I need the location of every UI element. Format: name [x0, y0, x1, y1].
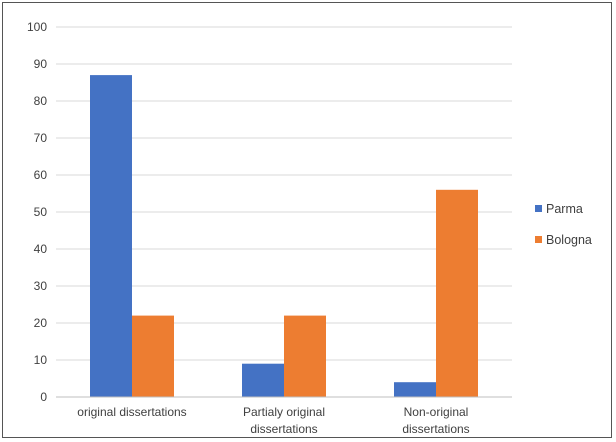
x-category-label: Partialy original: [243, 405, 325, 419]
bar-bologna-2: [436, 189, 478, 397]
y-tick-label: 40: [34, 242, 48, 256]
x-category-label: dissertations: [402, 422, 469, 436]
y-tick-label: 100: [27, 20, 47, 34]
x-category-label: dissertations: [250, 422, 317, 436]
bar-parma-2: [394, 382, 436, 397]
y-tick-label: 30: [34, 279, 48, 293]
x-category-label: original dissertations: [77, 405, 186, 419]
y-axis-ticks: 0 10 20 30 40 50 60 70 80 90 100: [27, 20, 47, 404]
bar-parma-0: [90, 75, 132, 397]
bar-bologna-1: [284, 315, 326, 397]
y-tick-label: 50: [34, 205, 48, 219]
legend-label-bologna: Bologna: [546, 233, 592, 247]
bar-parma-1: [242, 363, 284, 397]
legend-swatch-parma: [535, 205, 542, 212]
legend: Parma Bologna: [535, 202, 592, 247]
bar-bologna-0: [132, 315, 174, 397]
y-tick-label: 90: [34, 57, 48, 71]
bars: [90, 75, 478, 397]
legend-swatch-bologna: [535, 236, 542, 243]
y-tick-label: 70: [34, 131, 48, 145]
y-tick-label: 60: [34, 168, 48, 182]
y-tick-label: 20: [34, 316, 48, 330]
legend-label-parma: Parma: [546, 202, 583, 216]
x-category-label: Non-original: [404, 405, 469, 419]
x-axis-labels: original dissertations Partialy original d…: [77, 405, 469, 436]
y-tick-label: 80: [34, 94, 48, 108]
y-tick-label: 0: [40, 390, 47, 404]
y-tick-label: 10: [34, 353, 48, 367]
